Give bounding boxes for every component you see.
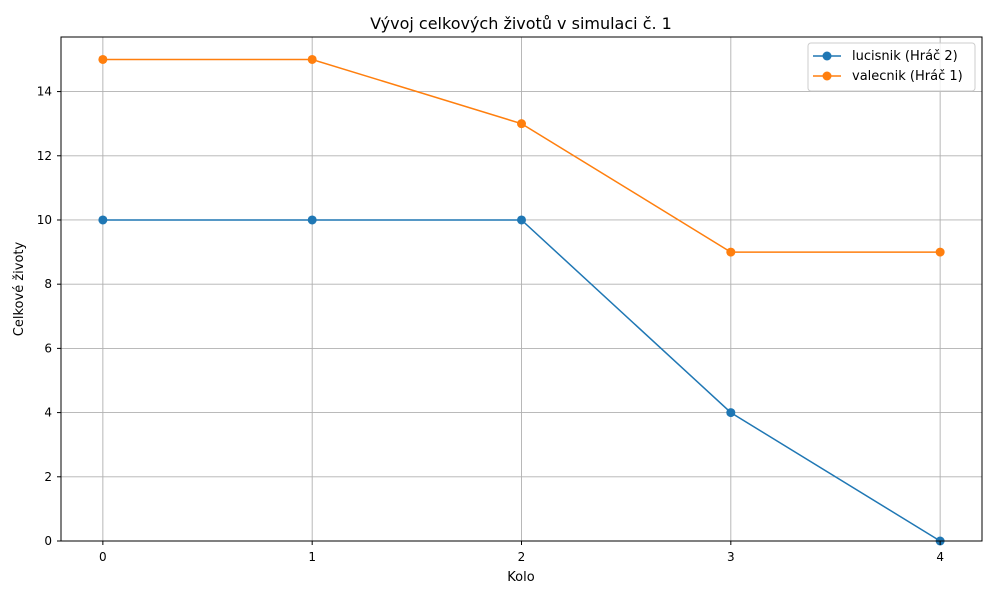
legend: lucisnik (Hráč 2) valecnik (Hráč 1) xyxy=(807,42,976,92)
y-tick-label: 2 xyxy=(44,470,52,484)
grid xyxy=(61,37,982,542)
data-point xyxy=(98,215,108,225)
legend-marker-lucisnik xyxy=(822,51,832,61)
legend-marker-valecnik xyxy=(822,71,832,81)
data-point xyxy=(517,215,526,225)
y-tick-label: 6 xyxy=(44,341,52,355)
data-point xyxy=(517,119,526,129)
data-point xyxy=(726,408,736,418)
data-point xyxy=(726,247,736,257)
legend-box xyxy=(807,42,976,92)
legend-label-lucisnik: lucisnik (Hráč 2) xyxy=(852,49,958,64)
chart-title: Vývoj celkových životů v simulaci č. 1 xyxy=(370,14,672,33)
x-axis-label: Kolo xyxy=(507,570,534,585)
x-tick-label: 2 xyxy=(518,550,526,564)
x-tick-label: 4 xyxy=(936,550,944,564)
data-point xyxy=(98,54,108,64)
y-tick-label: 10 xyxy=(37,213,52,227)
y-tick-label: 12 xyxy=(37,149,52,163)
data-point xyxy=(307,54,317,64)
y-tick-label: 8 xyxy=(44,277,52,291)
x-tick-label: 3 xyxy=(727,550,735,564)
legend-label-valecnik: valecnik (Hráč 1) xyxy=(852,69,963,84)
x-tick-label: 1 xyxy=(308,550,316,564)
y-axis-label: Celkové životy xyxy=(12,241,27,336)
data-point xyxy=(307,215,317,225)
data-point xyxy=(935,247,945,257)
y-tick-label: 14 xyxy=(37,85,52,99)
series-layer xyxy=(98,54,945,546)
x-tick-label: 0 xyxy=(99,550,107,564)
y-tick-label: 4 xyxy=(44,406,52,420)
y-tick-label: 0 xyxy=(44,534,52,548)
